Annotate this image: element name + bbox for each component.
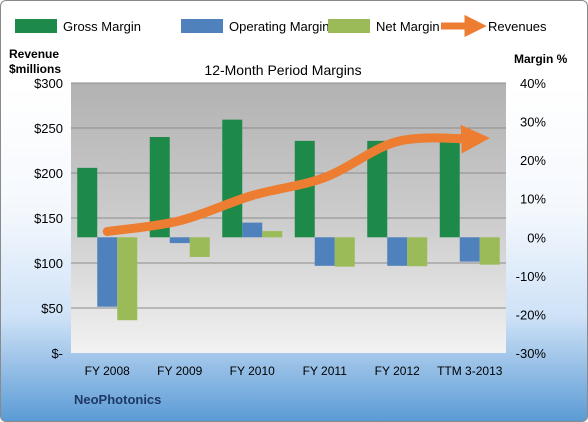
bar-net-margin <box>262 231 283 238</box>
bar-gross-margin <box>367 140 388 238</box>
right-axis-tick-label: 40% <box>520 76 546 91</box>
right-axis-title: Margin % <box>514 52 568 66</box>
bar-net-margin <box>334 237 355 267</box>
revenue-line-path <box>102 124 490 236</box>
category-label: FY 2011 <box>303 364 348 378</box>
legend-swatch-net-margin <box>328 19 370 33</box>
company-label: NeoPhotonics <box>74 392 161 407</box>
axis-ticks: $- $50 $100 $150 $200 $250 $300 -30% -20% -10% 0% 1… <box>34 76 546 378</box>
bar-net-margin <box>479 237 500 265</box>
category-label: FY 2010 <box>230 364 275 378</box>
bar-operating-margin <box>169 237 190 244</box>
category-label: TTM 3-2013 <box>437 364 503 378</box>
right-axis-tick-label: -20% <box>516 307 547 322</box>
legend-swatch-operating-margin <box>181 19 223 33</box>
left-axis-title-line2: $millions <box>9 62 61 76</box>
right-axis-tick-label: 20% <box>520 153 546 168</box>
bar-gross-margin <box>77 167 98 238</box>
gridlines <box>71 82 506 309</box>
right-axis-tick-label: -10% <box>516 269 547 284</box>
bar-operating-margin <box>97 237 118 307</box>
right-axis-tick-label: 0% <box>527 230 546 245</box>
legend-label-operating-margin: Operating Margin <box>229 19 329 34</box>
bar-net-margin <box>407 237 428 267</box>
legend: Gross Margin Operating Margin Net Margin… <box>15 14 547 38</box>
category-label: FY 2008 <box>85 364 130 378</box>
left-axis-tick-label: $100 <box>34 256 63 271</box>
left-axis-title-line1: Revenue <box>9 47 59 61</box>
left-axis-tick-label: $150 <box>34 211 63 226</box>
bar-operating-margin <box>387 237 408 266</box>
left-axis-tick-label: $250 <box>34 121 63 136</box>
bar-gross-margin <box>149 137 170 238</box>
legend-label-gross-margin: Gross Margin <box>63 19 141 34</box>
legend-swatch-gross-margin <box>15 19 57 33</box>
bar-operating-margin <box>314 237 335 266</box>
right-axis-tick-label: 10% <box>520 192 546 207</box>
right-axis-tick-label: -30% <box>516 346 547 361</box>
bar-operating-margin <box>459 237 480 262</box>
chart-title: 12-Month Period Margins <box>204 62 361 78</box>
legend-label-net-margin: Net Margin <box>376 19 440 34</box>
bars <box>77 119 500 321</box>
left-axis-tick-label: $50 <box>41 301 63 316</box>
bar-operating-margin <box>242 222 263 238</box>
bar-gross-margin <box>439 140 460 238</box>
legend-label-revenues: Revenues <box>488 19 547 34</box>
revenue-line <box>102 124 490 236</box>
left-axis-tick-label: $200 <box>34 166 63 181</box>
left-axis-tick-label: $300 <box>34 76 63 91</box>
left-axis-tick-label: $- <box>51 346 63 361</box>
bar-net-margin <box>189 237 210 257</box>
category-label: FY 2009 <box>157 364 202 378</box>
category-label: FY 2012 <box>375 364 420 378</box>
bar-gross-margin <box>222 119 243 238</box>
right-axis-tick-label: 30% <box>520 115 546 130</box>
bar-net-margin <box>117 237 138 321</box>
bar-gross-margin <box>294 140 315 238</box>
